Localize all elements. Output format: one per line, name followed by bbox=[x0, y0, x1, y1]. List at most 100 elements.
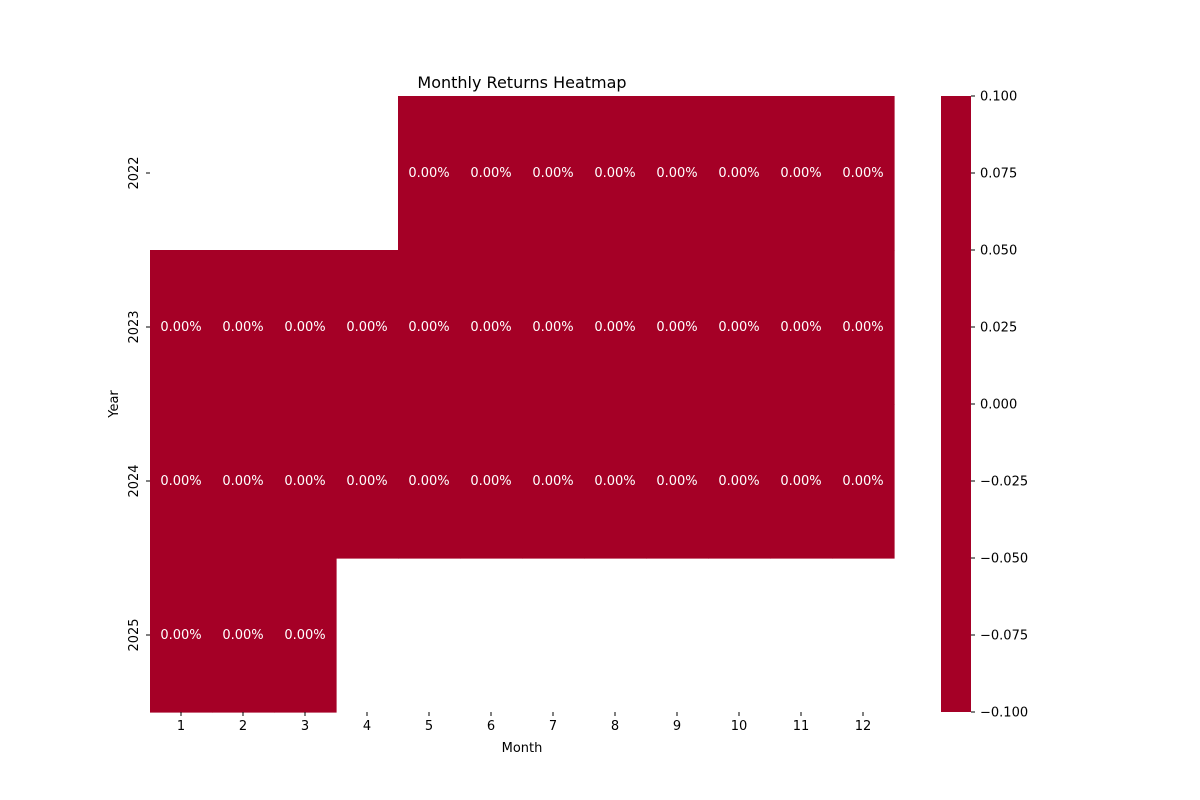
heatmap-cell-label: 0.00% bbox=[160, 320, 201, 335]
heatmap-cell-label: 0.00% bbox=[470, 166, 511, 181]
y-axis-ticks: 2022 2023 2024 2025 bbox=[127, 156, 150, 652]
heatmap-cell-label: 0.00% bbox=[222, 474, 263, 489]
heatmap-cell-label: 0.00% bbox=[656, 166, 697, 181]
heatmap-cell bbox=[460, 250, 523, 405]
heatmap-cell bbox=[584, 250, 647, 405]
heatmap-cell bbox=[398, 404, 461, 559]
heatmap-cell bbox=[708, 250, 771, 405]
heatmap-cell-label: 0.00% bbox=[408, 320, 449, 335]
heatmap-cell bbox=[832, 96, 895, 251]
heatmap-cell bbox=[212, 404, 275, 559]
heatmap-cell-label: 0.00% bbox=[346, 320, 387, 335]
heatmap-cell bbox=[584, 96, 647, 251]
heatmap-cell-label: 0.00% bbox=[780, 320, 821, 335]
heatmap-cell bbox=[274, 404, 337, 559]
x-tick-label: 4 bbox=[363, 719, 371, 734]
y-axis-label: Year bbox=[107, 390, 122, 419]
heatmap-cell-label: 0.00% bbox=[408, 474, 449, 489]
colorbar-tick-label: 0.000 bbox=[980, 398, 1017, 413]
heatmap-cell-label: 0.00% bbox=[780, 474, 821, 489]
colorbar-tick-label: −0.075 bbox=[980, 629, 1028, 644]
x-tick-label: 3 bbox=[301, 719, 309, 734]
heatmap-cell bbox=[584, 404, 647, 559]
heatmap-cell bbox=[274, 558, 337, 713]
heatmap-cell bbox=[646, 404, 709, 559]
heatmap-cell bbox=[274, 250, 337, 405]
heatmap-cell bbox=[460, 96, 523, 251]
heatmap-cell bbox=[646, 96, 709, 251]
heatmap-cell bbox=[336, 250, 399, 405]
heatmap-cell-label: 0.00% bbox=[656, 474, 697, 489]
x-tick-label: 12 bbox=[855, 719, 872, 734]
heatmap-cell bbox=[522, 404, 585, 559]
x-tick-label: 10 bbox=[731, 719, 748, 734]
heatmap-cell-label: 0.00% bbox=[346, 474, 387, 489]
heatmap-cell-label: 0.00% bbox=[842, 166, 883, 181]
colorbar-tick-label: −0.050 bbox=[980, 552, 1028, 567]
heatmap-cell-label: 0.00% bbox=[222, 320, 263, 335]
heatmap-cell bbox=[212, 250, 275, 405]
heatmap-cell bbox=[708, 404, 771, 559]
chart-title: Monthly Returns Heatmap bbox=[417, 73, 626, 92]
heatmap-cell-label: 0.00% bbox=[284, 474, 325, 489]
heatmap-cell bbox=[398, 96, 461, 251]
heatmap-cell-label: 0.00% bbox=[532, 320, 573, 335]
x-tick-label: 9 bbox=[673, 719, 681, 734]
heatmap-cell bbox=[460, 404, 523, 559]
x-axis-label: Month bbox=[502, 741, 543, 756]
x-tick-label: 1 bbox=[177, 719, 185, 734]
x-tick-label: 11 bbox=[793, 719, 810, 734]
x-tick-label: 6 bbox=[487, 719, 495, 734]
heatmap-cell bbox=[522, 250, 585, 405]
heatmap-cell bbox=[708, 96, 771, 251]
colorbar: 0.100 0.075 0.050 0.025 0.000 −0.025 −0.050 −0.… bbox=[941, 90, 1028, 721]
y-tick-label: 2022 bbox=[127, 156, 142, 189]
y-tick-label: 2023 bbox=[127, 310, 142, 343]
x-tick-label: 2 bbox=[239, 719, 247, 734]
heatmap-cell-label: 0.00% bbox=[842, 474, 883, 489]
heatmap-cell bbox=[212, 558, 275, 713]
heatmap-cells bbox=[150, 96, 895, 713]
heatmap-cell-label: 0.00% bbox=[780, 166, 821, 181]
colorbar-tick-label: −0.100 bbox=[980, 706, 1028, 721]
colorbar-tick-label: 0.025 bbox=[980, 321, 1017, 336]
x-tick-label: 5 bbox=[425, 719, 433, 734]
heatmap-cell-label: 0.00% bbox=[718, 474, 759, 489]
colorbar-fill bbox=[941, 96, 971, 712]
heatmap-cell bbox=[522, 96, 585, 251]
heatmap-cell bbox=[646, 250, 709, 405]
y-tick-label: 2024 bbox=[127, 464, 142, 497]
heatmap-cell bbox=[770, 96, 833, 251]
heatmap-cell bbox=[150, 404, 213, 559]
heatmap-cell-label: 0.00% bbox=[470, 320, 511, 335]
heatmap-cell-label: 0.00% bbox=[594, 166, 635, 181]
heatmap-cell-label: 0.00% bbox=[284, 320, 325, 335]
colorbar-tick-label: 0.075 bbox=[980, 167, 1017, 182]
colorbar-tick-label: 0.050 bbox=[980, 244, 1017, 259]
heatmap-cell bbox=[832, 404, 895, 559]
y-tick-label: 2025 bbox=[127, 618, 142, 651]
heatmap-cell-labels: 0.00% 0.00% 0.00% 0.00% 0.00% 0.00% 0.00% 0.00%… bbox=[160, 166, 883, 643]
heatmap-cell bbox=[770, 404, 833, 559]
heatmap-cell bbox=[150, 250, 213, 405]
x-tick-label: 7 bbox=[549, 719, 557, 734]
colorbar-tick-label: 0.100 bbox=[980, 90, 1017, 105]
heatmap-cell bbox=[336, 404, 399, 559]
heatmap-cell-label: 0.00% bbox=[222, 628, 263, 643]
heatmap-cell bbox=[770, 250, 833, 405]
heatmap-cell-label: 0.00% bbox=[408, 166, 449, 181]
heatmap-cell-label: 0.00% bbox=[532, 166, 573, 181]
heatmap-cell-label: 0.00% bbox=[718, 320, 759, 335]
heatmap-cell-label: 0.00% bbox=[160, 628, 201, 643]
heatmap-cell-label: 0.00% bbox=[656, 320, 697, 335]
heatmap-cell-label: 0.00% bbox=[594, 474, 635, 489]
heatmap-cell bbox=[832, 250, 895, 405]
heatmap-cell bbox=[398, 250, 461, 405]
heatmap-cell-label: 0.00% bbox=[470, 474, 511, 489]
heatmap-cell-label: 0.00% bbox=[160, 474, 201, 489]
x-axis-ticks: 1 2 3 4 5 6 7 8 9 10 11 12 bbox=[177, 712, 871, 734]
heatmap-cell-label: 0.00% bbox=[842, 320, 883, 335]
colorbar-tick-label: −0.025 bbox=[980, 475, 1028, 490]
heatmap-cell bbox=[150, 558, 213, 713]
